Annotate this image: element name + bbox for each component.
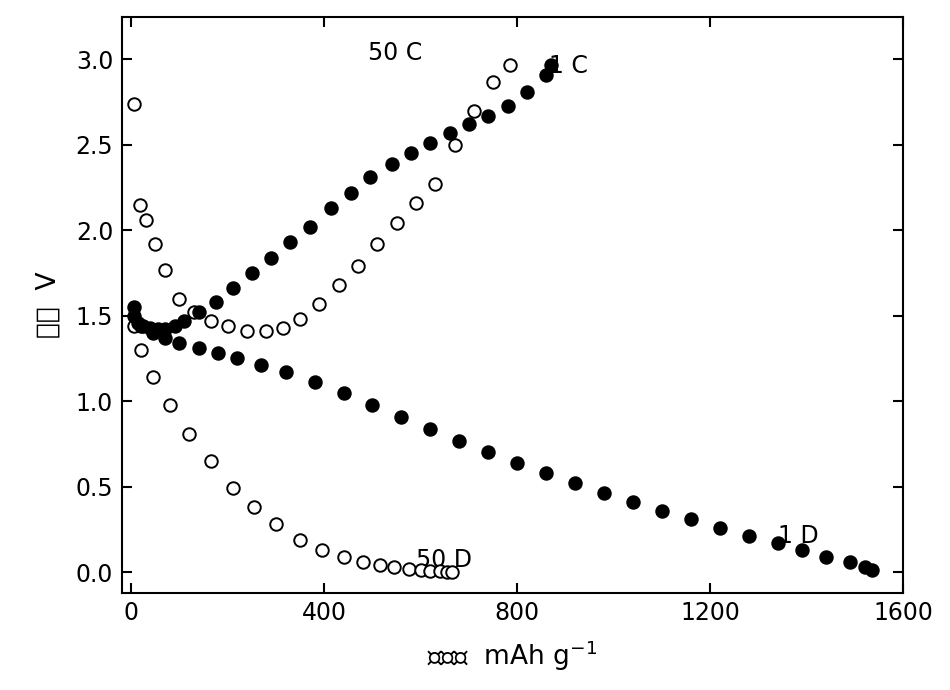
Text: 50 D: 50 D — [416, 548, 472, 572]
Y-axis label: 电压  V: 电压 V — [36, 271, 62, 338]
Text: 1 D: 1 D — [778, 524, 819, 549]
X-axis label: 比容量  mAh g$^{-1}$: 比容量 mAh g$^{-1}$ — [428, 639, 598, 673]
Text: 1 C: 1 C — [549, 55, 587, 78]
Text: 50 C: 50 C — [368, 41, 422, 65]
